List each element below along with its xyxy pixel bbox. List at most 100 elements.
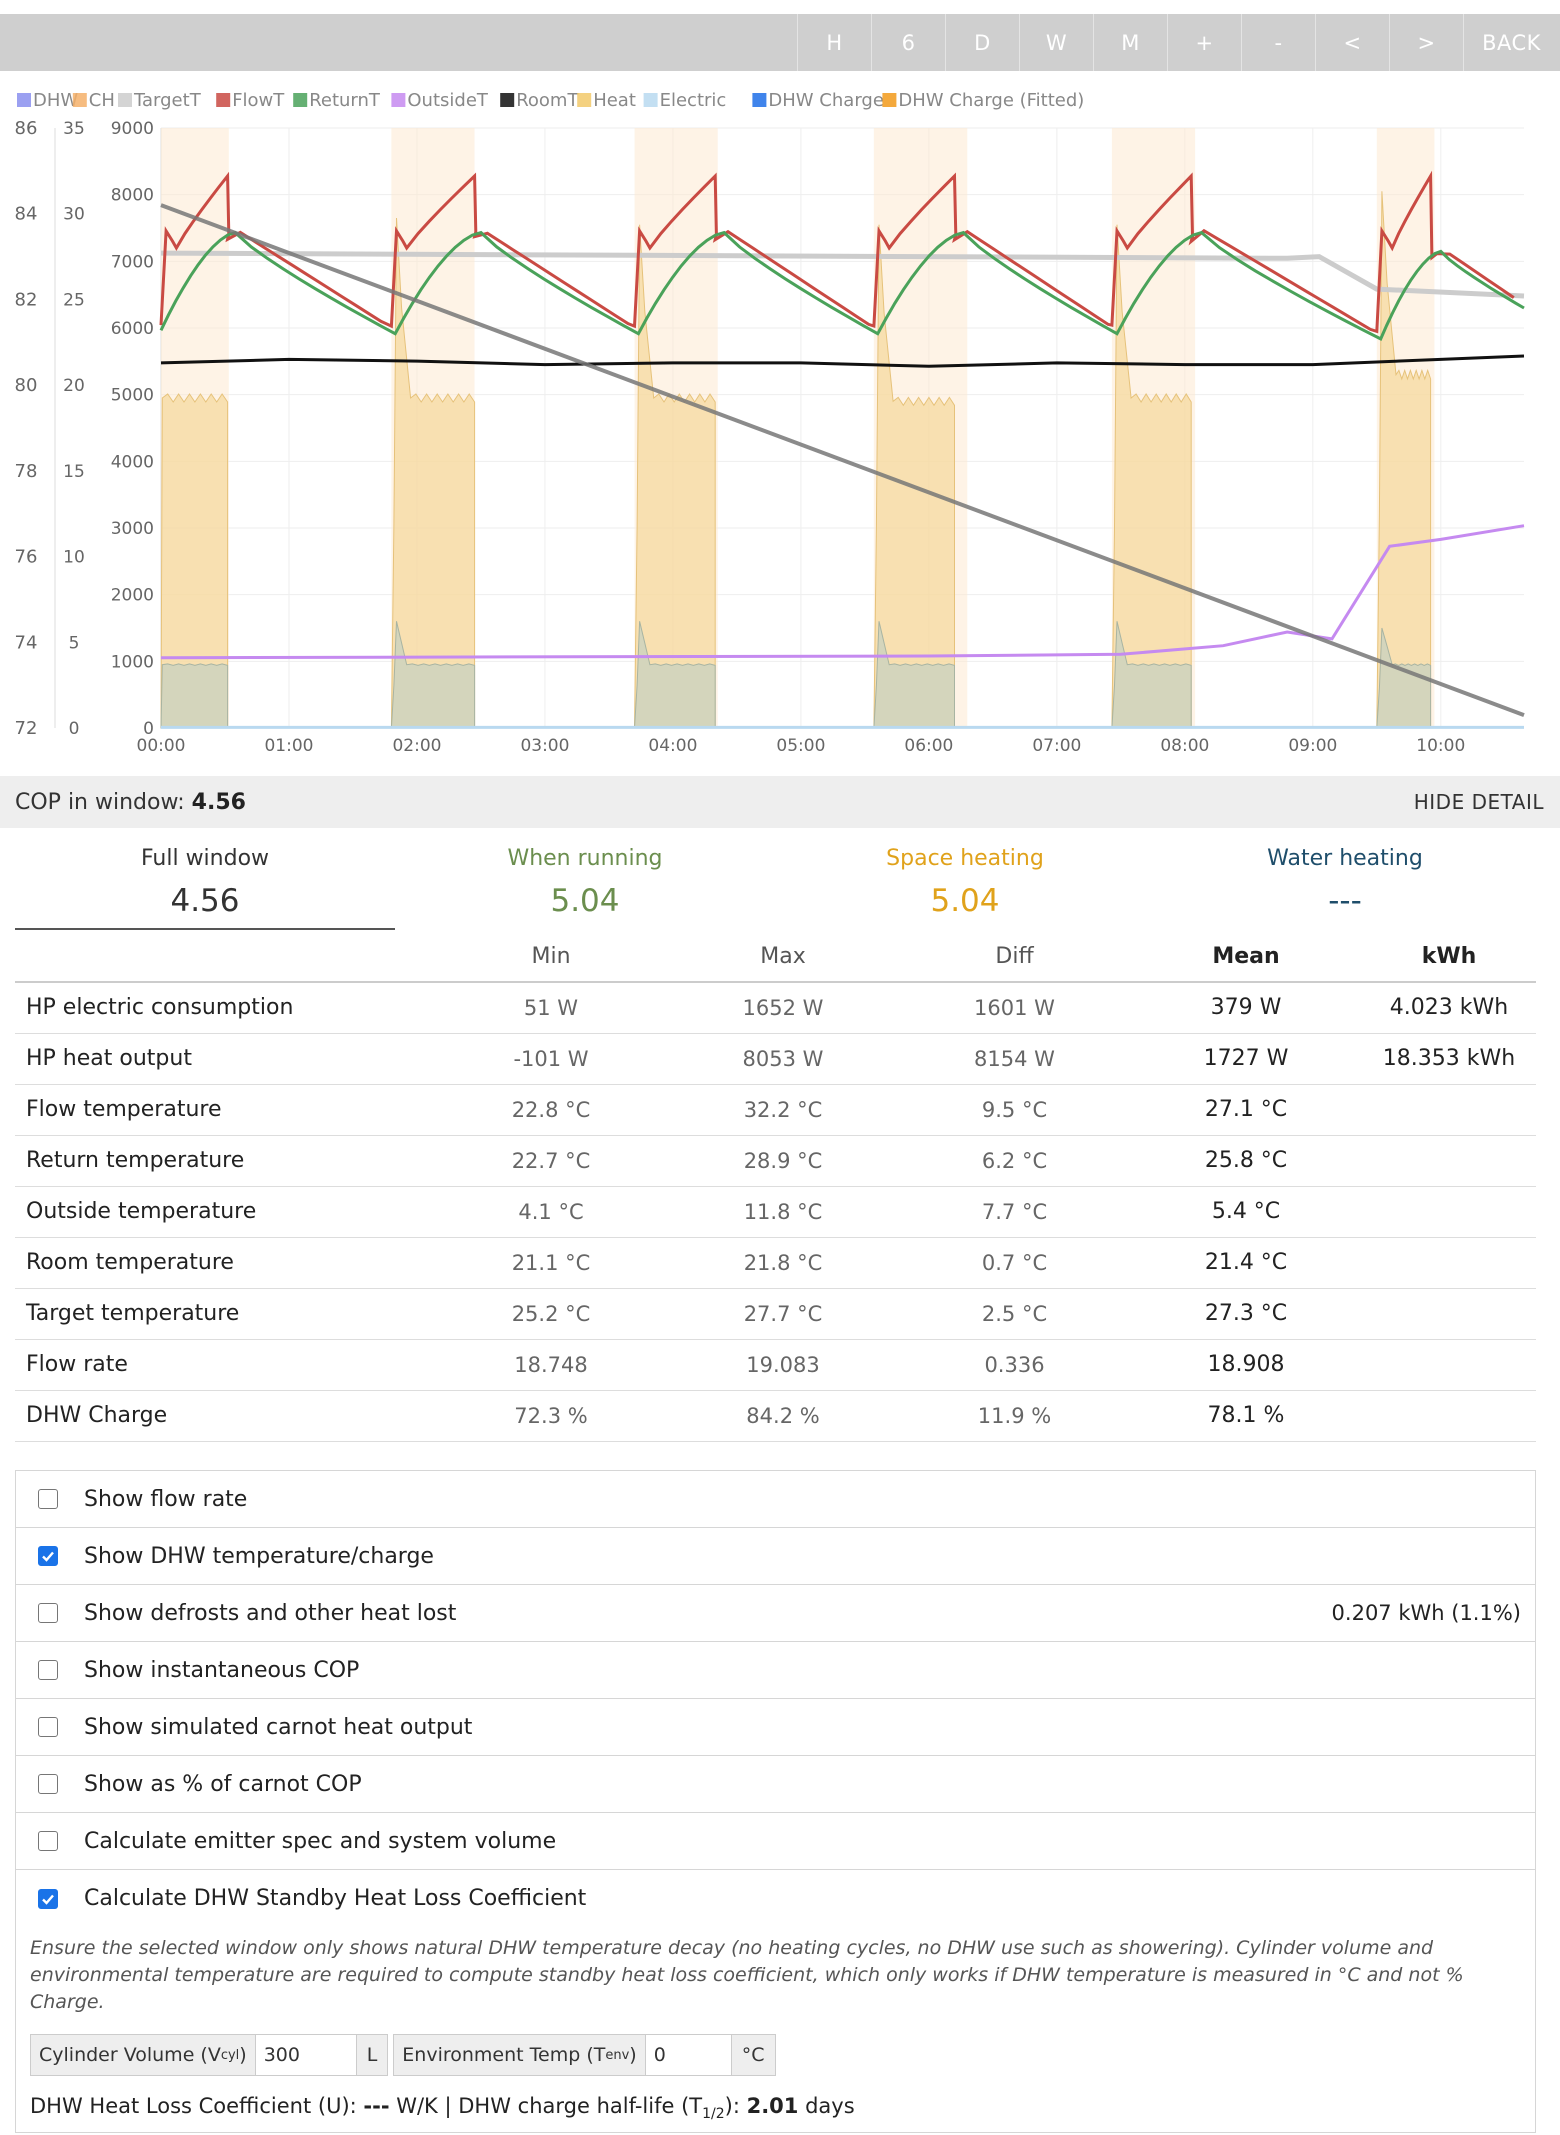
dhw-standby-result: DHW Heat Loss Coefficient (U): --- W/K |… [30,2094,855,2123]
hide-detail-button[interactable]: HIDE DETAIL [1413,790,1544,814]
back-button[interactable]: BACK [1463,14,1559,71]
legend-label: DHW [33,90,78,111]
mean-cell: 1727 W [1130,1033,1362,1085]
min-cell: 72.3 % [435,1390,667,1442]
power-tick-label: 9000 [111,119,154,139]
checkbox[interactable] [38,1717,58,1737]
heat-area [160,393,229,729]
header-min: Min [435,932,667,983]
charge-tick-label: 86 [15,118,38,139]
x-tick-label: 01:00 [264,736,313,756]
power-tick-label: 1000 [111,652,154,672]
tab-label: Full window [140,846,270,871]
legend-swatch [17,93,31,107]
button-month[interactable]: M [1093,14,1167,71]
button-6-hours[interactable]: 6 [871,14,945,71]
legend-swatch [391,93,406,107]
power-tick-label: 6000 [111,319,154,339]
button-day[interactable]: D [945,14,1019,71]
option-show-carnot-percent[interactable]: Show as % of carnot COP [16,1756,1535,1813]
stats-row: DHW Charge 72.3 % 84.2 % 11.9 % 78.1 % [15,1390,1536,1442]
charge-tick-label: 82 [15,289,38,310]
option-label: Show as % of carnot COP [84,1771,362,1797]
option-calculate-emitter-spec[interactable]: Calculate emitter spec and system volume [16,1813,1535,1870]
kwh-cell [1362,1084,1536,1136]
header-mean: Mean [1130,932,1362,983]
electric-area [390,621,476,729]
zoom-out-button[interactable]: - [1241,14,1315,71]
min-cell: 25.2 °C [435,1288,667,1340]
power-tick-label: 5000 [111,386,154,406]
tab-when-running[interactable]: When running 5.04 [395,838,775,930]
temp-tick-label: 15 [63,462,85,482]
legend-swatch [216,93,231,107]
mean-cell: 27.3 °C [1130,1288,1362,1340]
checkbox-checked[interactable] [38,1888,58,1909]
cop-summary-bar: COP in window: 4.56 HIDE DETAIL [0,776,1560,828]
row-label: HP heat output [15,1033,435,1085]
chart-svg[interactable]: DHW CH TargetT FlowT ReturnT OutsideT RoomT Hea… [0,80,1560,766]
tab-water-heating[interactable]: Water heating --- [1155,838,1535,930]
kwh-cell: 4.023 kWh [1362,982,1536,1034]
cop-label: COP in window: [15,789,185,815]
legend-swatch [72,93,87,107]
option-show-flow-rate[interactable]: Show flow rate [16,1471,1535,1528]
row-label: Outside temperature [15,1186,435,1238]
heat-area [633,224,716,729]
legend-label: DHW Charge [768,90,884,111]
button-hour[interactable]: H [797,14,871,71]
max-cell: 11.8 °C [667,1186,899,1238]
option-calculate-dhw-standby[interactable]: Calculate DHW Standby Heat Loss Coeffici… [16,1870,1535,1927]
legend-label: RoomT [516,90,579,111]
max-cell: 8053 W [667,1033,899,1085]
checkbox[interactable] [38,1660,58,1680]
pan-right-button[interactable]: > [1389,14,1463,71]
charge-tick-label: 78 [15,461,38,482]
zoom-in-button[interactable]: + [1167,14,1241,71]
tab-label: When running [507,846,663,871]
button-week[interactable]: W [1019,14,1093,71]
heat-loss-coefficient-value: --- [363,2094,390,2118]
tab-space-heating[interactable]: Space heating 5.04 [775,838,1155,930]
checkbox-checked[interactable] [38,1546,58,1566]
row-label: Flow temperature [15,1084,435,1136]
option-show-instantaneous-cop[interactable]: Show instantaneous COP [16,1642,1535,1699]
diff-cell: 9.5 °C [899,1084,1130,1136]
legend-label: OutsideT [407,90,489,111]
option-show-defrosts[interactable]: Show defrosts and other heat lost 0.207 … [16,1585,1535,1642]
cylinder-volume-input[interactable]: 300 [255,2035,356,2075]
tab-full-window[interactable]: Full window 4.56 [15,838,395,930]
row-label: Flow rate [15,1339,435,1391]
flow-temp-line [159,170,1515,334]
temp-tick-label: 10 [63,548,85,568]
checkbox[interactable] [38,1831,58,1851]
option-label: Show flow rate [84,1486,248,1512]
checkbox[interactable] [38,1489,58,1509]
pan-left-button[interactable]: < [1315,14,1389,71]
checkbox[interactable] [38,1603,58,1623]
x-tick-label: 02:00 [392,736,441,756]
min-cell: -101 W [435,1033,667,1085]
mean-cell: 5.4 °C [1130,1186,1362,1238]
mean-cell: 78.1 % [1130,1390,1362,1442]
temp-tick-label: 20 [63,376,85,396]
stats-row: Flow temperature 22.8 °C 32.2 °C 9.5 °C 27.1… [15,1084,1536,1136]
header-kwh: kWh [1362,932,1536,983]
stats-table: Min Max Diff Mean kWh HP electric consum… [15,932,1536,1442]
cylinder-volume-group: Cylinder Volume (V cyl) 300 L [30,2034,389,2076]
environment-temp-input[interactable]: 0 [645,2035,731,2075]
kwh-cell [1362,1390,1536,1442]
stats-row: Return temperature 22.7 °C 28.9 °C 6.2 °C 25… [15,1135,1536,1187]
cop-summary: COP in window: 4.56 [15,790,246,815]
option-show-carnot-heat[interactable]: Show simulated carnot heat output [16,1699,1535,1756]
half-life-value: 2.01 [746,2094,799,2118]
row-label: DHW Charge [15,1390,435,1442]
charge-tick-label: 76 [15,547,38,568]
chart[interactable]: DHW CH TargetT FlowT ReturnT OutsideT RoomT Hea… [0,80,1560,766]
option-show-dhw-temperature[interactable]: Show DHW temperature/charge [16,1528,1535,1585]
legend-swatch [752,93,767,107]
checkbox[interactable] [38,1774,58,1794]
tab-value: 5.04 [550,883,620,919]
row-label: HP electric consumption [15,982,435,1034]
dhw-inputs: Cylinder Volume (V cyl) 300 L Environment… [30,2034,1521,2076]
